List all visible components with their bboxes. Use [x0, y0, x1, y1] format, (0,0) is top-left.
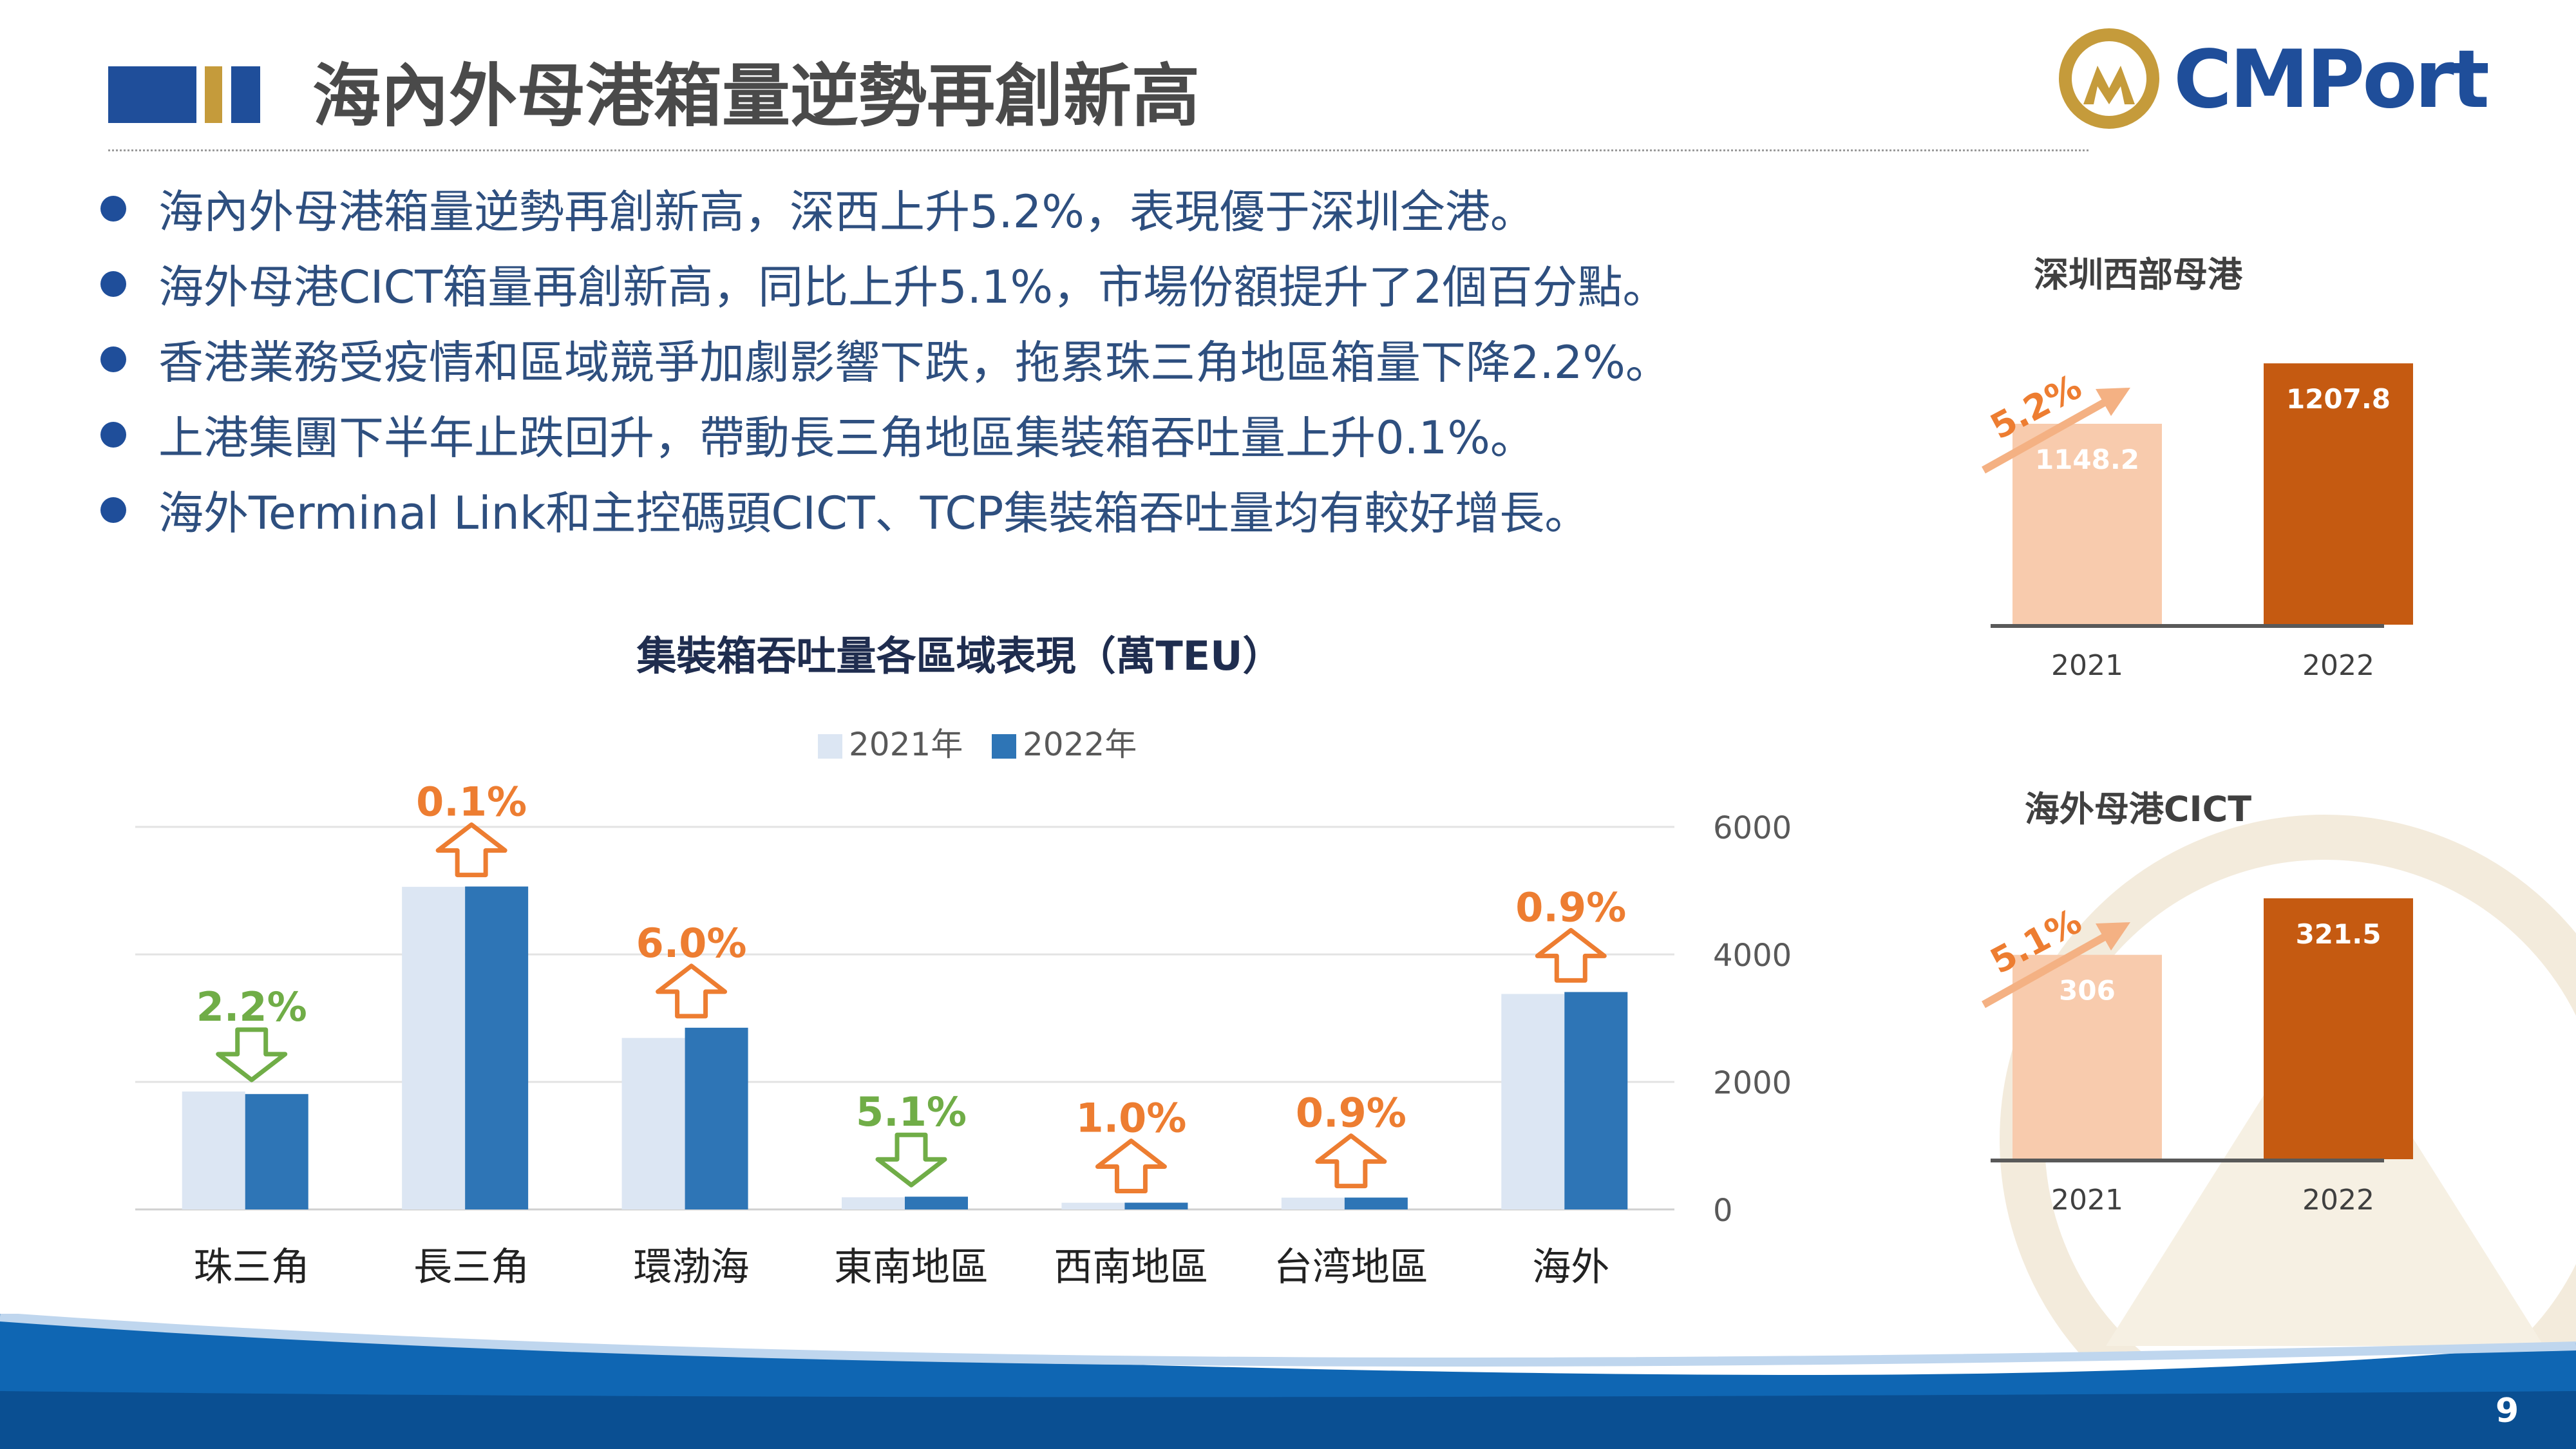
list-item: 海內外母港箱量逆勢再創新高，深西上升5.2%，表現優于深圳全港。: [97, 171, 1835, 246]
bullet-icon: [100, 497, 126, 523]
bar-2022: [1344, 1197, 1408, 1209]
up-arrow-icon: [1535, 927, 1607, 983]
legend-label-2022: 2022年: [1023, 726, 1137, 763]
title-accent-bar: [108, 66, 196, 123]
growth-arrowhead-icon: [2096, 922, 2130, 951]
bar-2021: [402, 887, 466, 1209]
bar-2022: [2264, 363, 2413, 625]
bullet-text: 上港集團下半年止跌回升，帶動長三角地區集裝箱吞吐量上升0.1%。: [158, 412, 1535, 464]
bar-2021: [1061, 1202, 1125, 1209]
data-label: 321.5: [2296, 918, 2382, 950]
footer-band: [0, 1314, 2576, 1449]
bar-2022: [905, 1197, 968, 1209]
change-label: 6.0%: [636, 920, 747, 967]
bar-2021: [621, 1037, 685, 1209]
company-logo: CMPort: [2058, 27, 2521, 130]
change-label: 0.9%: [1296, 1090, 1406, 1137]
change-label: 0.1%: [416, 779, 527, 826]
legend-swatch-2022: [992, 734, 1016, 759]
bullet-text: 海外母港CICT箱量再創新高，同比上升5.1%，市場份額提升了2個百分點。: [158, 261, 1668, 314]
x-tick-label: 台湾地區: [1274, 1245, 1428, 1290]
bar-2022: [465, 886, 529, 1209]
title-accent-bar: [205, 66, 222, 123]
list-item: 海外Terminal Link和主控碼頭CICT、TCP集裝箱吞吐量均有較好增長…: [97, 472, 1835, 547]
page-number: 9: [2496, 1392, 2519, 1430]
chart-title: 深圳西部母港: [2034, 254, 2243, 295]
title-divider: [108, 149, 2088, 151]
change-label: 0.9%: [1515, 884, 1626, 931]
x-tick-label: 2022: [2302, 649, 2374, 682]
x-tick-label: 珠三角: [194, 1245, 310, 1290]
x-tick-label: 東南地區: [834, 1245, 989, 1290]
bar-2022: [1124, 1202, 1188, 1209]
legend-label-2021: 2021年: [849, 726, 963, 763]
chart-title: 集裝箱吞吐量各區域表現（萬TEU）: [636, 632, 1283, 679]
y-tick-label: 4000: [1713, 938, 1792, 974]
down-arrow-icon: [216, 1027, 288, 1083]
legend-swatch-2021: [818, 734, 842, 759]
bullet-icon: [100, 195, 126, 222]
chart-title: 海外母港CICT: [2025, 789, 2251, 829]
change-label: 5.1%: [856, 1088, 967, 1135]
x-tick-label: 西南地區: [1054, 1245, 1208, 1290]
data-label: 306: [2059, 975, 2116, 1007]
growth-arrowhead-icon: [2096, 388, 2130, 416]
bar-2021: [1281, 1197, 1345, 1209]
bullet-icon: [100, 421, 126, 448]
y-tick-label: 0: [1713, 1193, 1733, 1229]
y-tick-label: 2000: [1713, 1065, 1792, 1101]
bullet-icon: [100, 270, 126, 297]
regional-throughput-chart: 集裝箱吞吐量各區域表現（萬TEU） 2021年 2022年 0 2000 4000 6000…: [135, 632, 1792, 1290]
data-label: 1148.2: [2035, 444, 2139, 475]
page-title: 海內外母港箱量逆勢再創新高: [312, 57, 1200, 136]
growth-arrow-icon: [1982, 394, 2114, 474]
bar-2022: [685, 1027, 748, 1209]
y-tick-label: 6000: [1713, 810, 1792, 846]
x-tick-label: 長三角: [413, 1245, 529, 1290]
bar-2021: [842, 1197, 905, 1209]
bullet-text: 海外Terminal Link和主控碼頭CICT、TCP集裝箱吞吐量均有較好增長…: [158, 487, 1590, 540]
bar-2022: [2264, 898, 2413, 1159]
up-arrow-icon: [1095, 1139, 1167, 1194]
list-item: 海外母港CICT箱量再創新高，同比上升5.1%，市場份額提升了2個百分點。: [97, 246, 1835, 321]
x-tick-label: 環渤海: [634, 1245, 750, 1290]
bar-2021: [1501, 994, 1565, 1209]
change-label: 2.2%: [196, 983, 307, 1030]
bar-2022: [245, 1094, 308, 1209]
growth-arrow-icon: [1982, 929, 2114, 1009]
list-item: 香港業務受疫情和區域競爭加劇影響下跌，拖累珠三角地區箱量下降2.2%。: [97, 321, 1835, 397]
x-tick-label: 海外: [1532, 1245, 1609, 1290]
logo-wordmark: CMPort: [2174, 33, 2490, 126]
bullet-text: 海內外母港箱量逆勢再創新高，深西上升5.2%，表現優于深圳全港。: [158, 185, 1535, 238]
bar-2021: [2012, 424, 2162, 625]
x-tick-label: 2022: [2302, 1184, 2374, 1217]
data-label: 1207.8: [2286, 383, 2391, 415]
up-arrow-icon: [435, 822, 507, 878]
list-item: 上港集團下半年止跌回升，帶動長三角地區集裝箱吞吐量上升0.1%。: [97, 397, 1835, 472]
change-label: 1.0%: [1075, 1095, 1186, 1142]
x-tick-label: 2021: [2051, 649, 2123, 682]
title-accent-bar: [231, 66, 260, 123]
bar-2021: [2012, 954, 2162, 1159]
bullet-icon: [100, 346, 126, 372]
up-arrow-icon: [656, 963, 728, 1019]
logo-emblem-icon: [2059, 28, 2159, 129]
bar-2021: [182, 1091, 245, 1209]
up-arrow-icon: [1315, 1133, 1387, 1189]
bullet-text: 香港業務受疫情和區域競爭加劇影響下跌，拖累珠三角地區箱量下降2.2%。: [158, 336, 1671, 389]
bullet-list: 海內外母港箱量逆勢再創新高，深西上升5.2%，表現優于深圳全港。 海外母港CIC…: [97, 171, 1835, 547]
x-tick-label: 2021: [2051, 1184, 2123, 1217]
bar-2022: [1564, 992, 1628, 1209]
down-arrow-icon: [875, 1132, 947, 1188]
